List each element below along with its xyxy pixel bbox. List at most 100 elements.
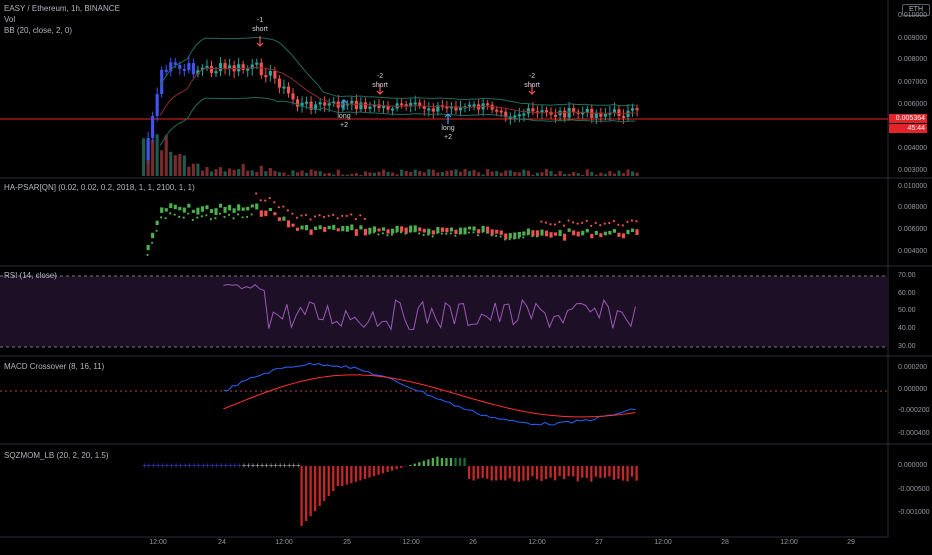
psar-tick: 0.004000 xyxy=(898,248,927,255)
psar-dot xyxy=(414,230,416,232)
psar-dot xyxy=(635,220,637,222)
volume-bar xyxy=(223,171,226,176)
time-tick: 25 xyxy=(332,539,362,546)
psar-candle xyxy=(169,203,172,208)
candle-body xyxy=(319,102,322,104)
volume-bar xyxy=(540,172,543,176)
psar-candle xyxy=(219,204,222,208)
sqz-bar xyxy=(332,466,334,491)
bb-upper-band xyxy=(160,38,635,106)
psar-dot xyxy=(251,213,253,215)
psar-candle xyxy=(631,229,634,232)
volume-bar xyxy=(545,169,548,176)
rsi-tick: 60.00 xyxy=(898,290,916,297)
psar-candle xyxy=(305,225,308,230)
psar-candle xyxy=(196,208,199,215)
candle-body xyxy=(468,105,471,107)
psar-tick: 0.006000 xyxy=(898,226,927,233)
psar-candle xyxy=(427,229,430,235)
candle-body xyxy=(572,108,575,112)
psar-dot xyxy=(631,219,633,221)
sqz-bar xyxy=(472,466,474,481)
price-tick: 0.004000 xyxy=(898,145,927,152)
volume-bar xyxy=(495,171,498,176)
psar-candle xyxy=(382,227,385,231)
sqz-bar xyxy=(563,466,565,479)
psar-candle xyxy=(260,210,263,216)
psar-candle xyxy=(214,208,217,215)
volume-bar xyxy=(527,171,530,176)
volume-bar xyxy=(319,171,322,176)
sqz-bar xyxy=(504,466,506,480)
psar-candle xyxy=(228,205,231,211)
sqz-bar xyxy=(509,466,511,478)
psar-candle xyxy=(590,234,593,238)
psar-candle xyxy=(291,224,294,227)
volume-bar xyxy=(559,171,562,176)
sqz-bar xyxy=(626,466,628,481)
psar-candle xyxy=(563,234,566,241)
candle-body xyxy=(540,110,543,112)
volume-bar xyxy=(500,173,503,176)
sqz-bar xyxy=(631,466,633,477)
sqz-bar xyxy=(373,466,375,476)
psar-candle xyxy=(441,228,444,232)
psar-tick: 0.008000 xyxy=(898,204,927,211)
volume-bar xyxy=(341,175,344,176)
sqz-cross: + xyxy=(296,461,301,470)
volume-bar xyxy=(459,172,462,176)
psar-dot xyxy=(246,216,248,218)
candle-body xyxy=(246,69,249,71)
psar-dot xyxy=(278,206,280,208)
psar-candle xyxy=(178,207,181,210)
volume-bar xyxy=(368,172,371,176)
psar-candle xyxy=(201,206,204,211)
volume-bar xyxy=(536,173,539,176)
volume-bar xyxy=(192,164,195,176)
volume-bar xyxy=(432,170,435,176)
sqz-tick: -0.000500 xyxy=(898,486,930,493)
sqz-bar xyxy=(319,466,321,506)
volume-bar xyxy=(273,171,276,176)
psar-candle xyxy=(445,228,448,233)
candle-body xyxy=(545,110,548,112)
psar-dot xyxy=(558,221,560,223)
macd-label: MACD Crossover (8, 16, 11) xyxy=(4,362,104,371)
psar-candle xyxy=(472,226,475,230)
volume-bar xyxy=(214,169,217,176)
psar-candle xyxy=(418,227,421,231)
psar-candle xyxy=(300,226,303,230)
psar-candle xyxy=(319,225,322,229)
candle-body xyxy=(260,63,263,75)
psar-dot xyxy=(427,234,429,236)
sqz-bar xyxy=(604,466,606,478)
psar-candle xyxy=(450,228,453,232)
psar-candle xyxy=(350,224,353,230)
psar-dot xyxy=(382,232,384,234)
volume-bar xyxy=(156,134,159,176)
psar-dot xyxy=(472,231,474,233)
rsi-tick: 40.00 xyxy=(898,325,916,332)
psar-candle xyxy=(187,204,190,208)
sqz-bar xyxy=(635,466,637,481)
psar-candle xyxy=(156,221,159,225)
candle-body xyxy=(568,108,571,117)
volume-bar xyxy=(613,174,616,176)
psar-candle xyxy=(373,226,376,232)
volume-bar xyxy=(477,172,480,176)
sqz-bar xyxy=(540,466,542,481)
sqz-bar xyxy=(418,462,420,466)
candle-body xyxy=(147,138,150,160)
volume-bar xyxy=(323,173,326,176)
volume-bar xyxy=(201,171,204,176)
sqz-bar xyxy=(617,466,619,479)
sqz-bar xyxy=(554,466,556,480)
rsi-tick: 70.00 xyxy=(898,272,916,279)
psar-candle xyxy=(346,226,349,232)
volume-bar xyxy=(522,170,525,176)
volume-bar xyxy=(577,173,580,176)
volume-bar xyxy=(590,172,593,176)
